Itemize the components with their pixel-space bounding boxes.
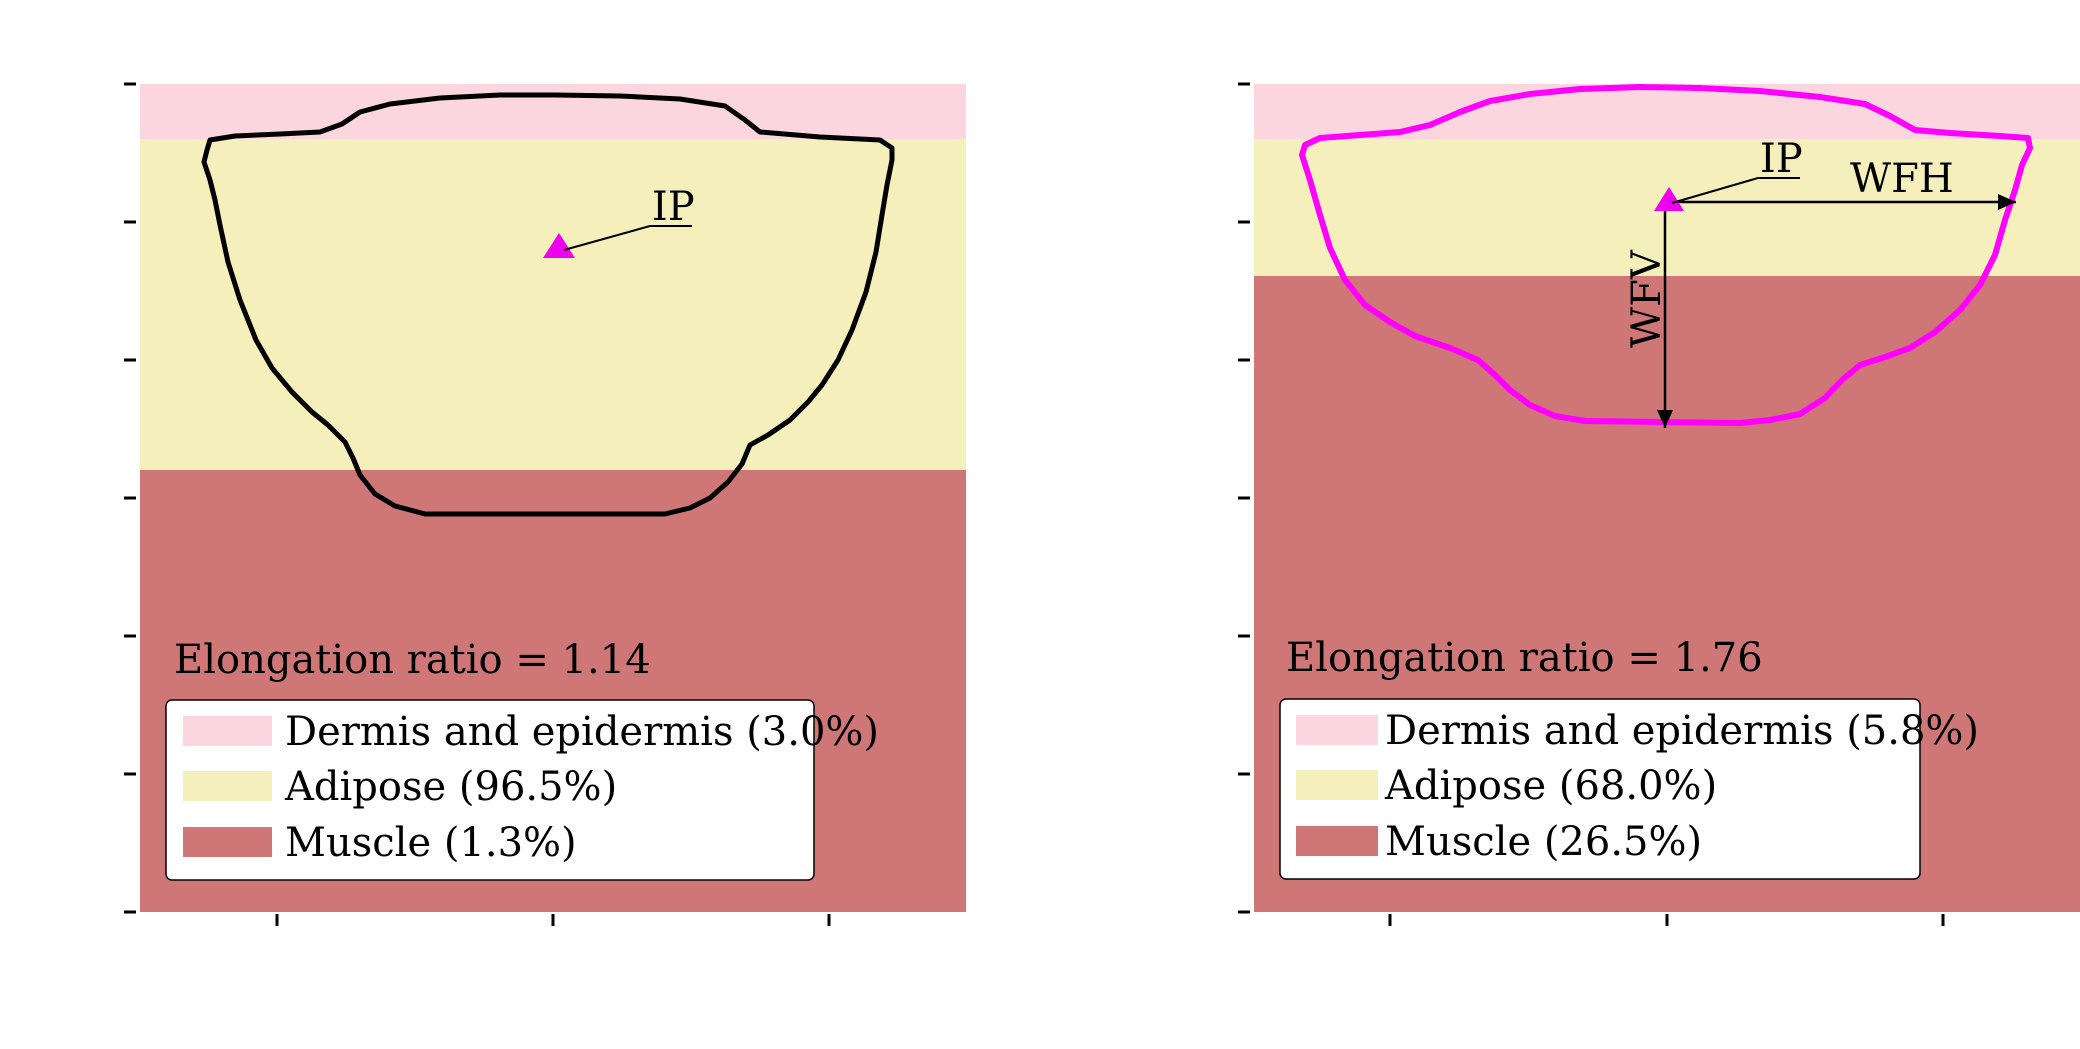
left-legend-swatch-adipose — [183, 771, 272, 801]
right-ip-leader — [1671, 177, 1759, 204]
right-legend: Dermis and epidermis (5.8%) Adipose (68.… — [1279, 698, 1979, 880]
left-legend-label-adipose: Adipose (96.5%) — [284, 764, 617, 810]
right-legend-swatch-muscle — [1296, 826, 1378, 856]
left-legend-label-dermis: Dermis and epidermis (3.0%) — [285, 709, 879, 755]
left-ip-marker — [543, 233, 575, 258]
right-legend-label-adipose: Adipose (68.0%) — [1384, 763, 1717, 809]
right-wound-outline — [1299, 84, 2033, 426]
left-dermis-layer — [140, 84, 966, 139]
left-legend-box — [165, 699, 815, 881]
left-legend-swatch-muscle — [183, 827, 272, 857]
left-elongation-ratio: Elongation ratio = 1.14 — [174, 637, 651, 683]
right-x-ticks — [1388, 914, 1945, 926]
right-legend-label-dermis: Dermis and epidermis (5.8%) — [1385, 708, 1979, 754]
right-wfh-label: WFH — [1850, 156, 1954, 202]
left-y-ticks — [124, 82, 136, 914]
right-wfv-label: WFV — [1624, 249, 1670, 348]
left-legend: Dermis and epidermis (3.0%) Adipose (96.… — [165, 699, 879, 881]
left-legend-label-muscle: Muscle (1.3%) — [285, 820, 577, 866]
right-legend-swatch-adipose — [1296, 770, 1378, 800]
right-ip-label: IP — [1760, 136, 1803, 182]
right-ip-marker — [1654, 187, 1684, 211]
left-wound-outline — [201, 92, 895, 517]
left-panel: IP Elongation ratio = 1.14 Dermis and ep… — [124, 82, 966, 926]
left-legend-swatch-dermis — [183, 716, 272, 746]
left-ip-label: IP — [652, 184, 695, 230]
left-x-ticks — [275, 914, 831, 926]
right-elongation-ratio: Elongation ratio = 1.76 — [1286, 635, 1763, 681]
right-legend-box — [1279, 698, 1921, 880]
left-ip-leader — [563, 225, 651, 251]
right-y-ticks — [1238, 82, 1250, 914]
right-panel: WFH WFV IP Elongation ratio = 1.76 Dermi… — [1238, 82, 2080, 926]
right-legend-label-muscle: Muscle (26.5%) — [1385, 819, 1702, 865]
left-adipose-layer — [140, 139, 966, 470]
right-legend-swatch-dermis — [1296, 715, 1378, 745]
